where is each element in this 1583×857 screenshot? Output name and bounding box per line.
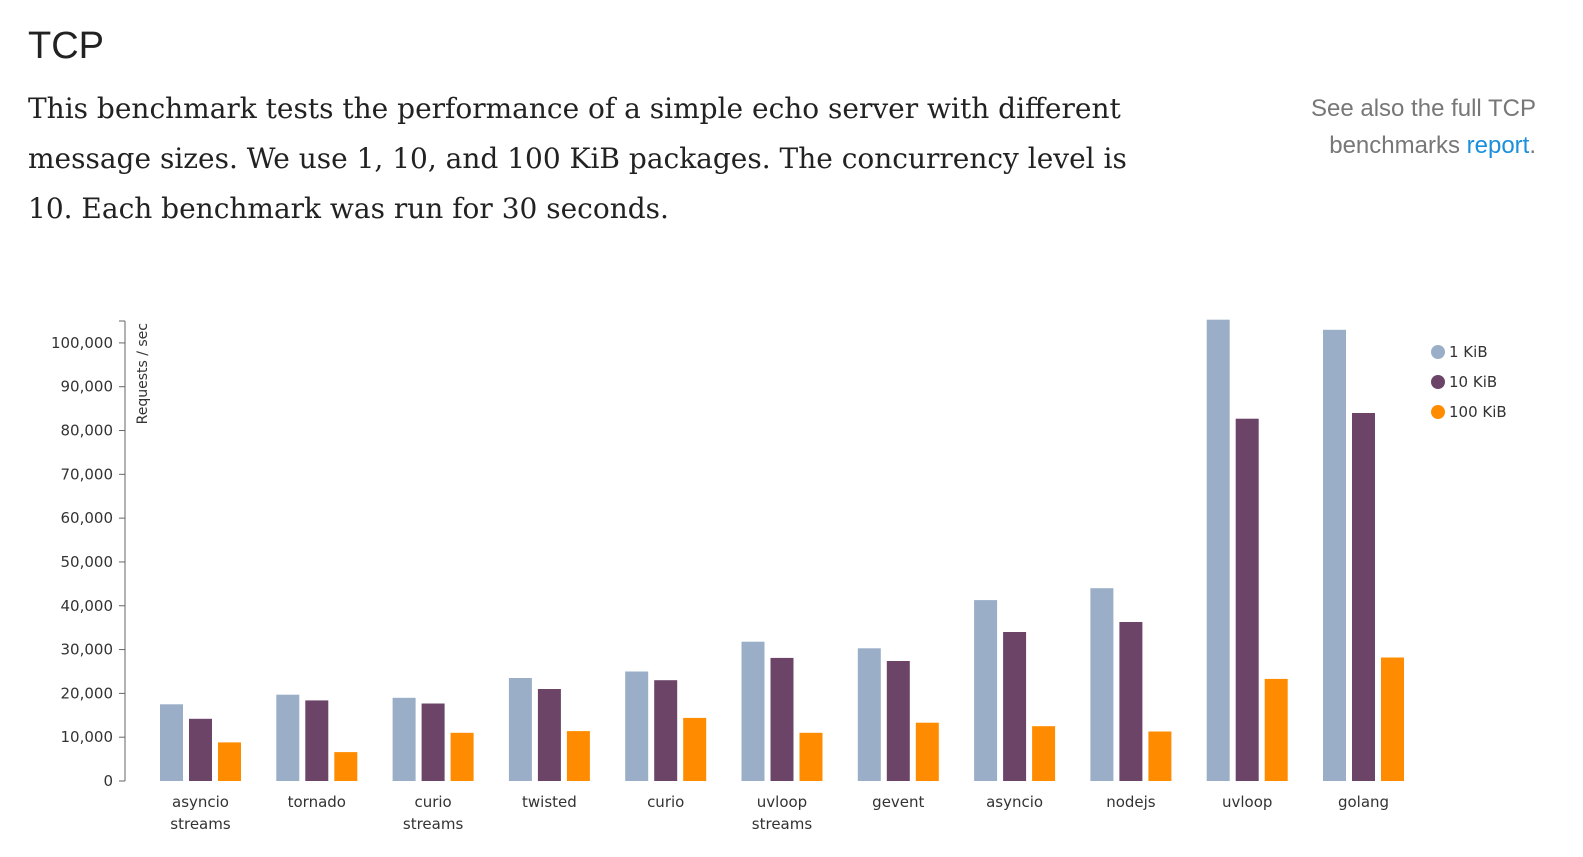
category-label: twisted (522, 793, 577, 811)
bar (421, 703, 445, 781)
bar (1235, 418, 1259, 781)
bar (654, 680, 678, 781)
y-tick-label: 30,000 (61, 641, 114, 659)
bar (1090, 588, 1114, 781)
bar (218, 742, 241, 781)
page-title: TCP (28, 25, 104, 67)
category-label: golang (1338, 793, 1389, 811)
bar (625, 671, 649, 781)
y-tick-label: 80,000 (61, 422, 114, 440)
bar (392, 697, 416, 781)
bar (1381, 657, 1404, 781)
category-label: uvloop (1222, 793, 1272, 811)
x-axis-labels: asyncio streams tornado curio streams twisted… (170, 793, 1389, 833)
report-note: See also the full TCP benchmarks report. (1216, 90, 1536, 164)
bar (537, 689, 561, 781)
legend: 1 KiB 10 KiB 100 KiB (1431, 343, 1507, 421)
bars (160, 319, 1404, 781)
intro-paragraph: This benchmark tests the performance of … (28, 92, 1127, 225)
bar (857, 648, 881, 781)
bar (915, 722, 939, 781)
legend-label: 100 KiB (1449, 403, 1507, 421)
bar (189, 718, 212, 781)
bar (1352, 413, 1375, 781)
legend-swatch (1431, 345, 1445, 359)
category-label: asyncio streams (170, 793, 231, 833)
y-tick-label: 0 (103, 772, 113, 790)
y-axis: 0 10,000 20,000 30,000 40,000 50,000 60,000 70,… (51, 320, 126, 790)
report-note-suffix: . (1529, 132, 1536, 159)
bar (1148, 731, 1172, 781)
bar (1003, 632, 1027, 781)
bar (741, 641, 765, 781)
bar (1323, 329, 1346, 781)
category-label: curio streams (403, 793, 464, 833)
category-label: curio (647, 793, 684, 811)
category-label: gevent (872, 793, 924, 811)
bar (683, 717, 707, 781)
bar (450, 732, 474, 781)
bar (566, 731, 590, 781)
report-link[interactable]: report (1466, 132, 1530, 159)
y-tick-label: 40,000 (61, 597, 114, 615)
y-tick-label: 90,000 (61, 378, 114, 396)
bar (974, 600, 998, 781)
category-label: asyncio (986, 793, 1043, 811)
bar (1119, 622, 1143, 781)
y-axis-title: Requests / sec (135, 323, 151, 424)
y-tick-label: 70,000 (61, 465, 114, 483)
bar-chart: 0 10,000 20,000 30,000 40,000 50,000 60,000 70,… (51, 319, 1507, 833)
y-tick-label: 10,000 (61, 728, 114, 746)
legend-label: 10 KiB (1449, 373, 1497, 391)
category-label: uvloop streams (752, 793, 813, 833)
bar (334, 752, 358, 781)
bar (276, 694, 300, 781)
category-label: nodejs (1106, 793, 1156, 811)
bar (770, 657, 794, 781)
legend-swatch (1431, 375, 1445, 389)
legend-swatch (1431, 405, 1445, 419)
bar (1264, 678, 1288, 781)
bar (886, 661, 910, 781)
bar (799, 732, 823, 781)
y-tick-label: 50,000 (61, 553, 114, 571)
legend-label: 1 KiB (1449, 343, 1488, 361)
bar (1032, 726, 1056, 781)
y-tick-label: 100,000 (51, 334, 113, 352)
bar (1206, 319, 1230, 781)
report-note-text: See also the full TCP benchmarks (1310, 95, 1536, 159)
bar (160, 704, 183, 781)
bar (508, 678, 532, 781)
bar (305, 700, 329, 781)
y-tick-label: 60,000 (61, 509, 114, 527)
category-label: tornado (288, 793, 346, 811)
y-tick-label: 20,000 (61, 684, 114, 702)
